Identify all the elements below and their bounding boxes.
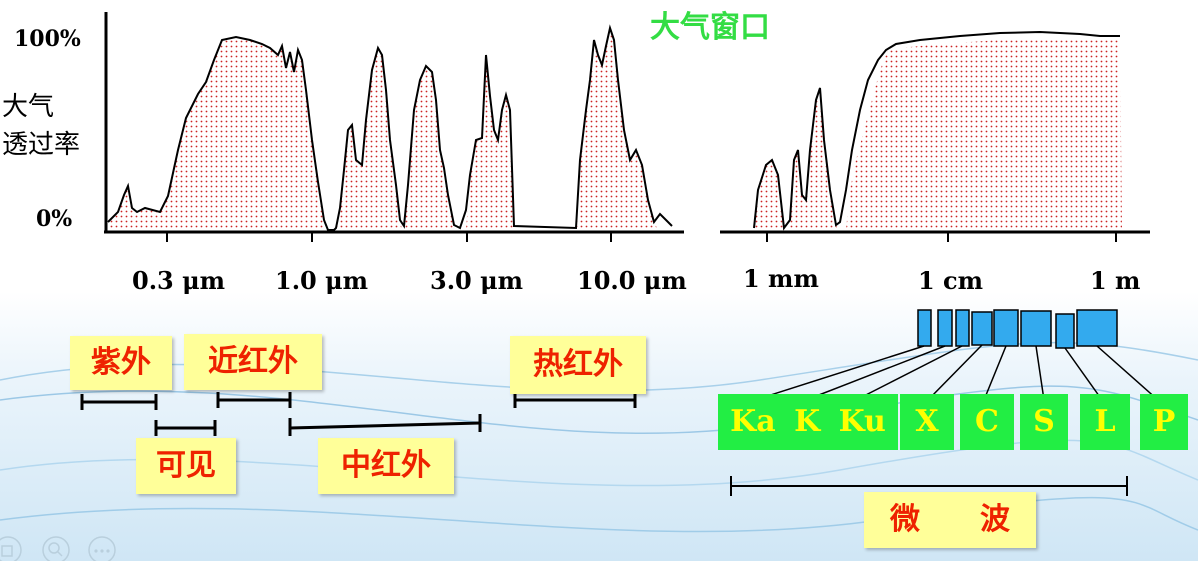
- window-fill-mwir: [466, 55, 514, 230]
- window-fill-mm-b: [790, 88, 838, 230]
- window-fill-swir-a: [336, 48, 402, 230]
- band-label-p: P: [1140, 394, 1188, 450]
- band-rect-s: [1020, 310, 1052, 347]
- home-icon[interactable]: [0, 536, 22, 561]
- x-tick-1m: 1 m: [1090, 266, 1141, 295]
- transmittance-curve-right: [753, 30, 1120, 231]
- y-axis-label-line2: 透过率: [2, 130, 81, 160]
- region-label-visible: 可见: [136, 438, 236, 494]
- band-connectors: [754, 344, 1159, 401]
- band-label-k: K: [794, 404, 821, 439]
- region-bracket-thermal-ir: [513, 392, 637, 408]
- x-tick-3-0um: 3.0 μm: [430, 266, 524, 295]
- band-rect-l: [1055, 313, 1075, 349]
- band-rect-p: [1076, 309, 1118, 347]
- region-bracket-near-ir: [216, 392, 292, 408]
- band-rect-ka: [917, 309, 932, 347]
- y-axis-label-line1: 大气: [2, 92, 55, 122]
- band-label-s: S: [1020, 394, 1068, 450]
- y-axis-label: 大气 透过率: [2, 88, 80, 164]
- x-tick-1-0um: 1.0 μm: [275, 266, 369, 295]
- window-fill-tir: [576, 28, 658, 230]
- band-label-ku: Ku: [838, 404, 886, 439]
- band-rects: [917, 309, 1118, 349]
- band-label-l: L: [1080, 394, 1130, 450]
- zoom-icon[interactable]: [42, 536, 70, 561]
- region-label-near-ir: 近红外: [184, 334, 322, 390]
- band-rect-ku: [955, 309, 970, 347]
- region-bracket-uv: [80, 394, 158, 410]
- band-rect-k: [937, 309, 953, 347]
- x-tick-10-0um: 10.0 μm: [577, 266, 687, 295]
- y-tick-100: 100%: [14, 26, 81, 52]
- region-bracket-visible: [154, 420, 217, 436]
- y-tick-0: 0%: [36, 206, 73, 232]
- band-group-ka-k-ku: Ka K Ku: [718, 394, 898, 450]
- window-fill-microwave: [846, 38, 1122, 230]
- x-tick-1cm: 1 cm: [918, 266, 984, 295]
- window-fill-uv-visible-nir: [110, 37, 326, 230]
- bottom-toolbar: [0, 536, 116, 561]
- window-fill-mm-a: [754, 160, 784, 230]
- region-label-microwave: 微 波: [864, 492, 1036, 548]
- band-rect-x: [971, 311, 993, 346]
- window-fill-swir-b: [404, 66, 456, 230]
- region-label-uv: 紫外: [70, 336, 172, 390]
- band-rect-c: [993, 309, 1019, 347]
- band-label-x: X: [900, 394, 954, 450]
- x-tick-1mm: 1 mm: [743, 264, 819, 293]
- x-tick-0-3um: 0.3 μm: [132, 266, 226, 295]
- band-label-c: C: [960, 394, 1014, 450]
- more-icon[interactable]: [88, 536, 116, 561]
- region-bracket-microwave: [730, 476, 1128, 496]
- band-label-ka: Ka: [730, 404, 776, 439]
- region-label-thermal-ir: 热红外: [510, 336, 646, 394]
- region-bracket-mid-ir: [288, 414, 482, 436]
- region-label-mid-ir: 中红外: [318, 438, 454, 494]
- diagram-title: 大气窗口: [650, 10, 770, 45]
- transmittance-curve-left: [107, 24, 673, 231]
